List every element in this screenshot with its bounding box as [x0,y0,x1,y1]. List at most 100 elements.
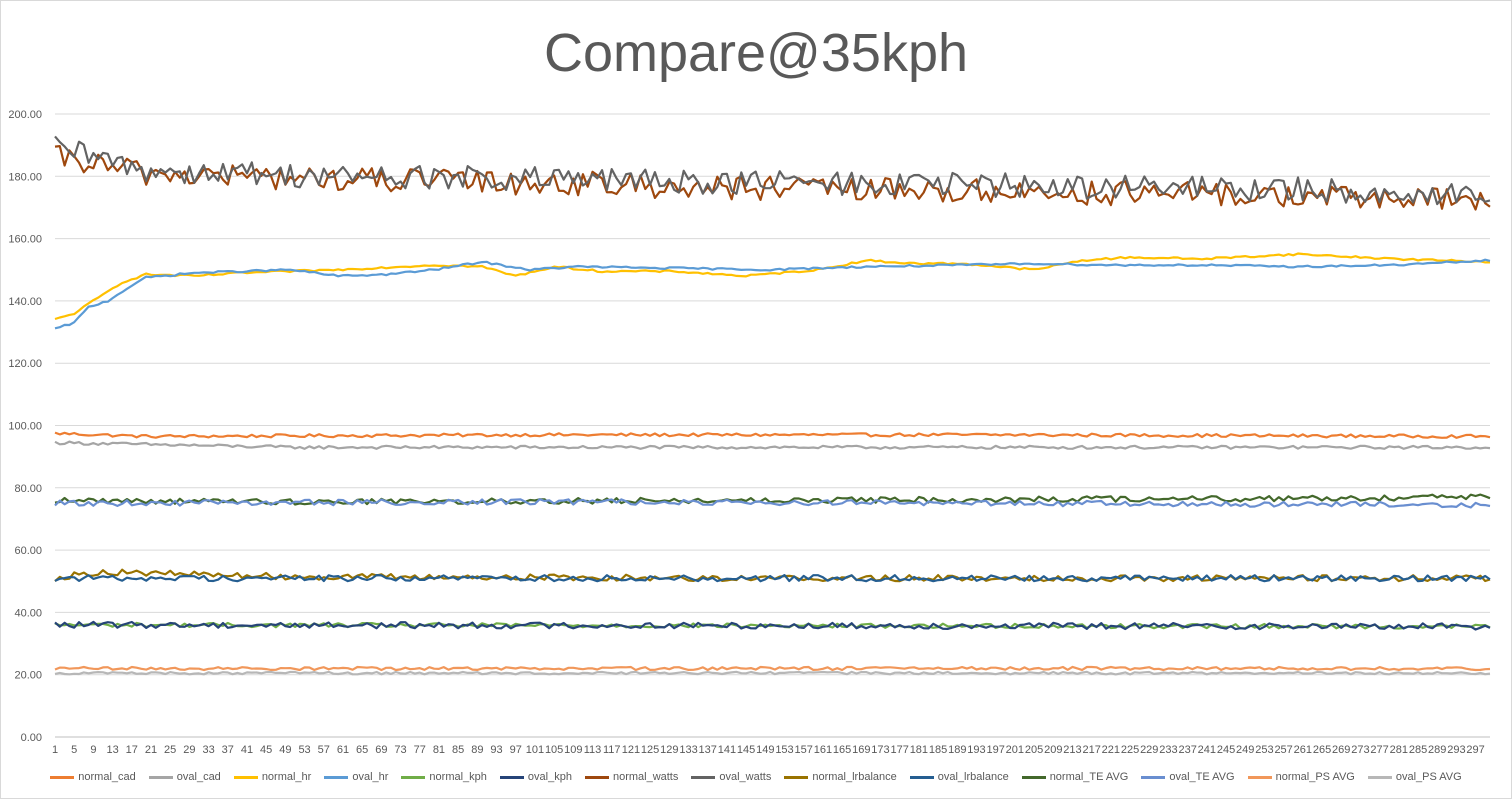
x-tick-label: 173 [871,744,889,756]
x-tick-label: 1 [52,744,58,756]
x-tick-label: 289 [1428,744,1446,756]
legend-label: normal_lrbalance [812,771,897,783]
legend-swatch [401,775,426,779]
x-tick-label: 5 [71,744,77,756]
series-line-oval-watts [54,135,1491,206]
x-tick-label: 197 [986,744,1004,756]
x-tick-label: 77 [414,744,426,756]
y-tick-label: 20.00 [14,670,42,682]
x-tick-label: 93 [490,744,502,756]
x-tick-label: 25 [164,744,176,756]
x-tick-label: 85 [452,744,464,756]
legend-swatch [233,775,258,779]
x-tick-label: 269 [1332,744,1350,756]
legend-swatch [499,775,524,779]
legend-label: oval_hr [352,771,389,783]
legend-label: normal_hr [261,771,312,783]
x-tick-label: 13 [106,744,118,756]
legend-label: oval_lrbalance [937,771,1009,783]
series-line-oval-hr [54,258,1491,330]
x-tick-label: 217 [1082,744,1100,756]
legend-label: normal_kph [429,771,487,783]
x-tick-label: 277 [1370,744,1388,756]
x-tick-label: 69 [375,744,387,756]
legend-swatch [784,775,809,779]
x-tick-label: 281 [1390,744,1408,756]
series-line-oval-te-avg [54,498,1491,509]
x-tick-label: 113 [584,744,602,756]
x-tick-label: 109 [564,744,582,756]
legend-swatch [148,775,173,779]
x-tick-label: 9 [90,744,96,756]
x-tick-label: 153 [775,744,793,756]
x-tick-label: 133 [679,744,697,756]
legend-label: oval_PS AVG [1395,771,1462,783]
legend-item: oval_watts [691,771,771,783]
legend-label: oval_cad [176,771,221,783]
x-tick-label: 293 [1447,744,1465,756]
legend-swatch [909,775,934,779]
x-tick-label: 73 [394,744,406,756]
x-tick-label: 145 [737,744,755,756]
x-tick-label: 97 [510,744,522,756]
y-tick-label: 80.00 [14,483,42,495]
x-tick-label: 21 [145,744,157,756]
x-tick-label: 89 [471,744,483,756]
legend-swatch [1141,775,1166,779]
x-tick-label: 245 [1217,744,1235,756]
x-tick-label: 177 [891,744,909,756]
x-tick-label: 141 [718,744,736,756]
x-tick-label: 17 [126,744,138,756]
legend-swatch [1367,775,1392,779]
legend-swatch [1021,775,1046,779]
x-tick-label: 45 [260,744,272,756]
x-tick-label: 213 [1063,744,1081,756]
legend-swatch [691,775,716,779]
x-tick-label: 129 [660,744,678,756]
x-tick-label: 273 [1351,744,1369,756]
y-tick-label: 180.00 [8,171,42,183]
x-tick-label: 229 [1140,744,1158,756]
chart-title: Compare@35kph [543,23,969,83]
x-tick-label: 41 [241,744,253,756]
x-tick-label: 221 [1102,744,1120,756]
legend-item: oval_TE AVG [1141,771,1235,783]
y-tick-label: 140.00 [8,296,42,308]
legend-swatch [50,775,75,779]
legend-label: oval_watts [719,771,772,783]
legend-swatch [324,775,349,779]
x-tick-label: 53 [298,744,310,756]
legend-item: oval_lrbalance [909,771,1009,783]
legend-swatch [584,775,609,779]
x-tick-label: 57 [318,744,330,756]
series-line-oval-lrbalance [54,574,1491,583]
x-tick-label: 205 [1025,744,1043,756]
x-tick-label: 125 [641,744,659,756]
x-tick-label: 33 [202,744,214,756]
legend-label: normal_cad [78,771,136,783]
x-tick-label: 297 [1466,744,1484,756]
legend-item: oval_kph [499,771,572,783]
x-tick-label: 29 [183,744,195,756]
y-tick-label: 200.00 [8,109,42,121]
x-tick-label: 37 [222,744,234,756]
x-tick-label: 209 [1044,744,1062,756]
series-line-normal-ps-avg [54,665,1491,672]
series-line-oval-cad [54,440,1491,450]
series-line-normal-watts [54,145,1491,211]
x-tick-label: 105 [545,744,563,756]
legend-swatch [1247,775,1272,779]
legend-label: normal_watts [612,771,679,783]
x-tick-label: 181 [910,744,928,756]
legend-label: normal_PS AVG [1275,771,1355,783]
y-tick-label: 0.00 [21,732,42,744]
legend-label: oval_kph [527,771,572,783]
legend-item: normal_TE AVG [1021,771,1129,783]
x-tick-label: 237 [1178,744,1196,756]
x-tick-label: 225 [1121,744,1139,756]
y-tick-label: 120.00 [8,358,42,370]
legend-label: normal_TE AVG [1049,771,1129,783]
legend-item: normal_PS AVG [1247,771,1355,783]
